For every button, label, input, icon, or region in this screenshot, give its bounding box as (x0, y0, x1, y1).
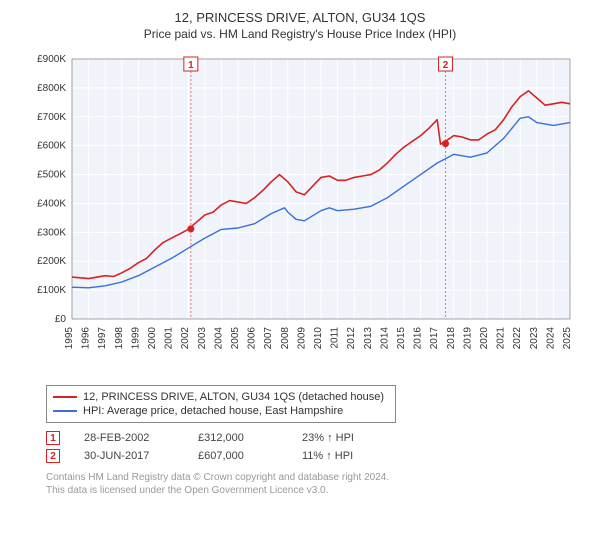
sale-hpi: 11% ↑ HPI (302, 450, 382, 462)
svg-text:£300K: £300K (37, 227, 66, 238)
svg-text:2017: 2017 (429, 327, 440, 350)
chart-subtitle: Price paid vs. HM Land Registry's House … (10, 27, 590, 41)
svg-text:1999: 1999 (130, 327, 141, 350)
svg-text:1995: 1995 (64, 327, 75, 350)
legend-item-hpi: HPI: Average price, detached house, East… (53, 404, 389, 418)
sales-list: 1 28-FEB-2002 £312,000 23% ↑ HPI 2 30-JU… (46, 429, 590, 465)
svg-text:2006: 2006 (247, 327, 258, 350)
svg-text:1: 1 (188, 60, 194, 71)
svg-text:2008: 2008 (280, 327, 291, 350)
sale-hpi: 23% ↑ HPI (302, 432, 382, 444)
svg-text:2000: 2000 (147, 327, 158, 350)
svg-text:£800K: £800K (37, 83, 66, 94)
svg-text:2012: 2012 (346, 327, 357, 350)
chart-title: 12, PRINCESS DRIVE, ALTON, GU34 1QS (10, 10, 590, 25)
footer-line-2: This data is licensed under the Open Gov… (46, 484, 590, 497)
legend-swatch-hpi (53, 410, 77, 412)
footer-attribution: Contains HM Land Registry data © Crown c… (46, 471, 590, 497)
svg-text:2014: 2014 (379, 327, 390, 350)
svg-text:2011: 2011 (330, 327, 341, 349)
sale-date: 30-JUN-2017 (84, 450, 174, 462)
legend-label-price-paid: 12, PRINCESS DRIVE, ALTON, GU34 1QS (det… (83, 391, 384, 403)
legend-swatch-price-paid (53, 396, 77, 398)
svg-text:£900K: £900K (37, 54, 66, 65)
svg-text:2023: 2023 (529, 327, 540, 350)
svg-text:£600K: £600K (37, 141, 66, 152)
svg-text:2025: 2025 (562, 327, 573, 350)
svg-text:2024: 2024 (545, 327, 556, 350)
sale-price: £312,000 (198, 432, 278, 444)
svg-text:2019: 2019 (462, 327, 473, 350)
legend-item-price-paid: 12, PRINCESS DRIVE, ALTON, GU34 1QS (det… (53, 390, 389, 404)
svg-text:2007: 2007 (263, 327, 274, 350)
svg-text:2002: 2002 (180, 327, 191, 350)
sale-marker-2-icon: 2 (46, 449, 60, 463)
svg-text:2013: 2013 (363, 327, 374, 350)
footer-line-1: Contains HM Land Registry data © Crown c… (46, 471, 590, 484)
svg-text:£700K: £700K (37, 112, 66, 123)
legend: 12, PRINCESS DRIVE, ALTON, GU34 1QS (det… (46, 385, 396, 423)
svg-text:2009: 2009 (296, 327, 307, 350)
chart-area: £0 £100K £200K £300K £400K £500K £600K £700K £80… (20, 49, 580, 379)
sale-row: 2 30-JUN-2017 £607,000 11% ↑ HPI (46, 447, 590, 465)
svg-text:2005: 2005 (230, 327, 241, 350)
svg-text:2021: 2021 (496, 327, 507, 350)
svg-text:1998: 1998 (114, 327, 125, 350)
svg-text:2004: 2004 (213, 327, 224, 350)
legend-label-hpi: HPI: Average price, detached house, East… (83, 405, 343, 417)
svg-text:1997: 1997 (97, 327, 108, 350)
svg-text:2001: 2001 (164, 327, 175, 350)
svg-text:1996: 1996 (81, 327, 92, 350)
svg-text:2022: 2022 (512, 327, 523, 350)
svg-text:£500K: £500K (37, 170, 66, 181)
svg-text:2016: 2016 (413, 327, 424, 350)
svg-text:2010: 2010 (313, 327, 324, 350)
svg-text:2003: 2003 (197, 327, 208, 350)
svg-text:2: 2 (443, 60, 449, 71)
sale-date: 28-FEB-2002 (84, 432, 174, 444)
sale-price: £607,000 (198, 450, 278, 462)
svg-text:£200K: £200K (37, 256, 66, 267)
svg-text:£100K: £100K (37, 285, 66, 296)
sale-row: 1 28-FEB-2002 £312,000 23% ↑ HPI (46, 429, 590, 447)
svg-text:2020: 2020 (479, 327, 490, 350)
sale-marker-1-icon: 1 (46, 431, 60, 445)
svg-text:2015: 2015 (396, 327, 407, 350)
svg-text:£400K: £400K (37, 198, 66, 209)
svg-text:£0: £0 (55, 314, 67, 325)
line-chart-svg: £0 £100K £200K £300K £400K £500K £600K £700K £80… (20, 49, 580, 379)
svg-text:2018: 2018 (446, 327, 457, 350)
